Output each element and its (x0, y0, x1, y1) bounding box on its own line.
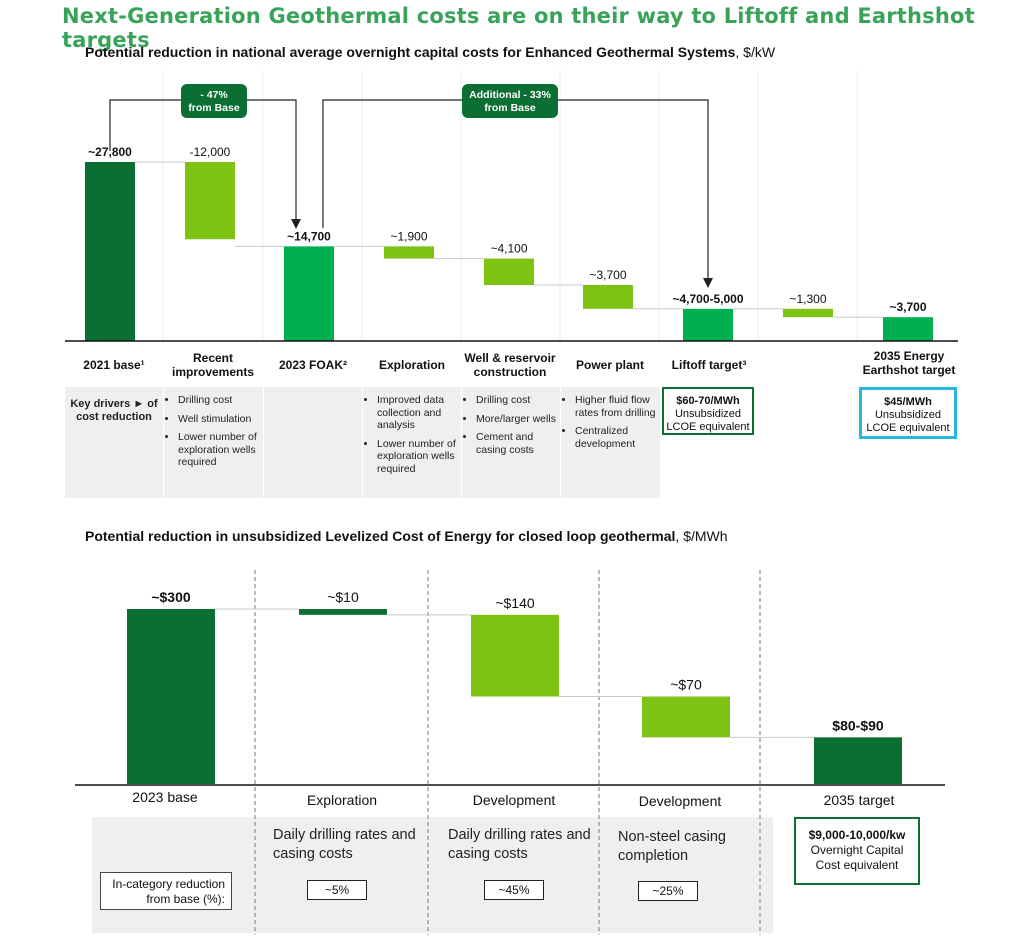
drivers-well: Drilling cost More/larger wells Cement a… (466, 394, 558, 462)
liftoff-lcoe-value: $60-70/MWh (676, 395, 740, 407)
c1-bar-label: ~3,700 (889, 300, 926, 314)
earthshot-lcoe-line2: Unsubsidized (874, 409, 942, 421)
driver-item: Lower number of exploration wells requir… (178, 431, 260, 469)
c2-bar (299, 609, 387, 615)
earthshot-lcoe-value: $45/MWh (884, 396, 932, 408)
chart1-panel-divider (362, 387, 363, 498)
driver-item: Higher fluid flow rates from drilling (575, 394, 657, 419)
c1-bar-label: ~4,100 (490, 242, 527, 256)
c1-category: Power plant (575, 358, 644, 372)
arrowhead-33 (703, 278, 713, 288)
c1-bar (185, 162, 235, 240)
c2-bar-label: ~$70 (670, 677, 702, 693)
liftoff-lcoe-line2: Unsubsidized (674, 408, 742, 420)
drivers-power: Higher fluid flow rates from drilling Ce… (565, 394, 657, 456)
c2-category: Exploration (306, 792, 378, 808)
target-capex-box: $9,000-10,000/kw Overnight Capital Cost … (794, 817, 920, 885)
chart1-subtitle: Potential reduction in national average … (85, 44, 776, 60)
driver-item: More/larger wells (476, 413, 558, 426)
chart2-unit: $/MWh (683, 528, 728, 544)
c2-bar (814, 737, 902, 784)
drivers-recent: Drilling cost Well stimulation Lower num… (168, 394, 260, 475)
driver-item: Lower number of exploration wells requir… (377, 438, 459, 476)
c1-category: 2021 base¹ (83, 358, 145, 372)
c1-category: Recent improvements (171, 351, 255, 379)
c1-category: 2023 FOAK² (278, 358, 348, 372)
c2-category: Development (638, 793, 722, 809)
drivers-exploration: Improved data collection and analysis Lo… (367, 394, 459, 481)
c2-bar (471, 614, 559, 697)
key-drivers-header: Key drivers ► of cost reduction (70, 398, 158, 423)
earthshot-lcoe-line3: LCOE equivalent (866, 422, 950, 434)
chart1-panel-divider (461, 387, 462, 498)
driver-item: Drilling cost (476, 394, 558, 407)
c1-bar (783, 308, 833, 318)
liftoff-lcoe-line3: LCOE equivalent (666, 421, 750, 433)
chart1-panel-divider (560, 387, 561, 498)
c1-bar-label: ~3,700 (589, 268, 626, 282)
c1-category: Exploration (378, 358, 445, 372)
liftoff-lcoe-box: $60-70/MWh Unsubsidized LCOE equivalent (662, 387, 754, 435)
chart2-subtitle: Potential reduction in unsubsidized Leve… (85, 528, 728, 544)
c2-bar (642, 696, 730, 738)
c1-category: 2035 Energy Earthshot target (862, 349, 956, 377)
chart2-title: Potential reduction in unsubsidized Leve… (85, 528, 676, 544)
target-capex-line3: Cost equivalent (815, 858, 899, 872)
driver-exploration: Daily drilling rates and casing costs (273, 827, 416, 862)
page-title: Next-Generation Geothermal costs are on … (62, 4, 975, 52)
chart1-svg: - 47% from Base Additional - 33% from Ba… (65, 70, 958, 342)
callout-47-line1: - 47% (200, 89, 228, 101)
c1-bar-label: ~27,800 (88, 145, 132, 159)
chart1-panel-divider (163, 387, 164, 498)
earthshot-lcoe-box: $45/MWh Unsubsidized LCOE equivalent (859, 387, 957, 439)
c2-bar (127, 609, 215, 784)
driver-development-2: Non-steel casing completion (618, 829, 726, 864)
c1-bar (384, 246, 434, 259)
c1-bar (683, 308, 733, 341)
callout-33 (462, 84, 558, 118)
c1-bar (883, 317, 933, 341)
c2-bar-label: ~$10 (327, 589, 359, 605)
c1-bar (583, 284, 633, 309)
c1-bar-label: ~14,700 (287, 229, 331, 243)
driver-item: Drilling cost (178, 394, 260, 407)
c2-bar-label: ~$300 (151, 589, 191, 605)
arrowhead-47 (291, 219, 301, 229)
reduction-development-2: ~25% (638, 881, 698, 901)
c1-bar (85, 162, 135, 341)
callout-33-line2: from Base (484, 102, 536, 114)
callout-47-line2: from Base (188, 102, 240, 114)
c1-bar (284, 246, 334, 341)
c2-category: 2035 target (823, 792, 895, 808)
target-capex-line2: Overnight Capital (810, 843, 904, 857)
driver-development: Daily drilling rates and casing costs (448, 827, 591, 862)
c2-bar-label: $80-$90 (832, 717, 884, 733)
c1-bar-label: ~1,300 (789, 292, 826, 306)
reduction-development: ~45% (484, 880, 544, 900)
chart1-unit: $/kW (743, 44, 776, 60)
c2-bar-label: ~$140 (495, 595, 535, 611)
c1-category: Well & reservoir construction (464, 351, 556, 379)
c1-category: Liftoff target³ (671, 358, 747, 372)
reduction-exploration: ~5% (307, 880, 367, 900)
driver-item: Improved data collection and analysis (377, 394, 459, 432)
c2-category: Development (472, 792, 556, 808)
c2-category: 2023 base (132, 789, 198, 805)
c1-bar-label: -12,000 (190, 145, 231, 159)
c1-bar-label: ~1,900 (390, 229, 427, 243)
driver-item: Well stimulation (178, 413, 260, 426)
driver-item: Centralized development (575, 425, 657, 450)
c1-bar (484, 258, 534, 285)
callout-33-line1: Additional - 33% (469, 89, 551, 101)
driver-item: Cement and casing costs (476, 431, 558, 456)
c1-bar-label: ~4,700-5,000 (672, 292, 743, 306)
callout-47 (181, 84, 247, 118)
chart1-title: Potential reduction in national average … (85, 44, 736, 60)
chart1-panel-divider (263, 387, 264, 498)
reduction-label-box: In-category reduction from base (%): (100, 872, 232, 910)
target-capex-value: $9,000-10,000/kw (808, 828, 906, 842)
